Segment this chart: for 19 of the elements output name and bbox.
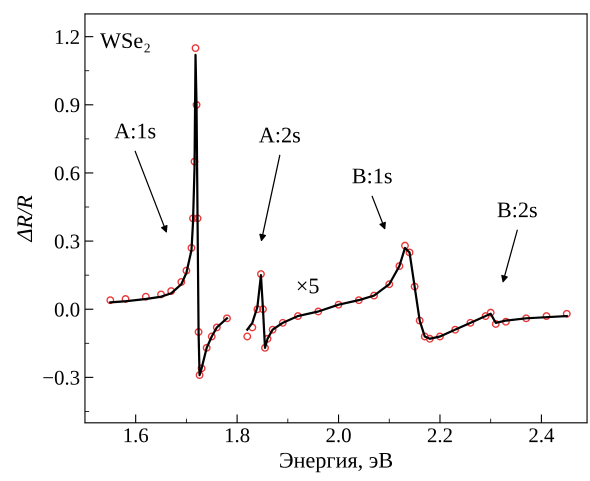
annotation: B:2s bbox=[498, 202, 537, 218]
y-tick-label: 0.3 bbox=[54, 234, 80, 249]
x-tick-label: 1.8 bbox=[226, 428, 250, 442]
x-tick-label: 2.2 bbox=[428, 428, 452, 442]
y-tick-label: 0.0 bbox=[54, 302, 80, 317]
annotation: WSe₂ bbox=[100, 33, 150, 52]
x-tick-label: 1.6 bbox=[124, 428, 148, 442]
y-tick-label: 0.9 bbox=[54, 98, 80, 112]
y-axis-title: ΔR/R bbox=[17, 196, 32, 242]
y-tick-label: 0.6 bbox=[54, 166, 80, 180]
annotation: ×5 bbox=[298, 278, 319, 294]
annotation: B:1s bbox=[352, 168, 392, 184]
y-tick-label: −0.3 bbox=[43, 370, 80, 385]
annotation: A:1s bbox=[114, 124, 156, 139]
x-tick-label: 2.0 bbox=[326, 428, 351, 442]
y-tick-label: 1.2 bbox=[56, 30, 79, 44]
x-axis-title: Энергия, эВ bbox=[280, 452, 392, 472]
x-tick-label: 2.4 bbox=[529, 428, 554, 442]
annotation: A:2s bbox=[259, 128, 300, 143]
